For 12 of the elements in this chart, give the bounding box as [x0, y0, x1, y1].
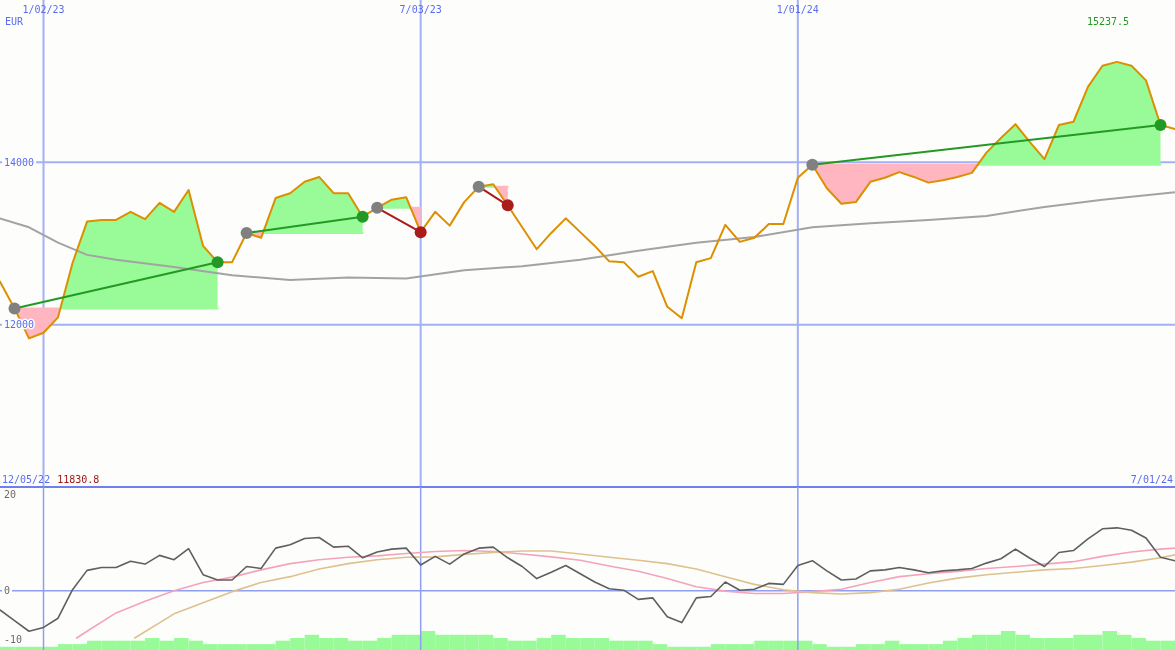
x-tick-label: 1/02/23	[22, 3, 65, 15]
y-tick-label: 0	[4, 585, 11, 597]
x-tick-label: 1/01/24	[776, 3, 819, 15]
annotation: 11830.8	[57, 473, 100, 485]
y-axis-title: EUR	[5, 15, 25, 27]
annotation: 7/01/24	[1130, 473, 1173, 485]
y-tick-label: -10	[4, 633, 23, 645]
annotation: 15237.5	[1086, 15, 1130, 27]
y-tick-label: 14000	[4, 156, 35, 168]
annotation: 12/05/22	[2, 473, 51, 485]
x-tick-label: 7/03/23	[399, 3, 442, 15]
y-tick-label: 20	[4, 488, 17, 500]
